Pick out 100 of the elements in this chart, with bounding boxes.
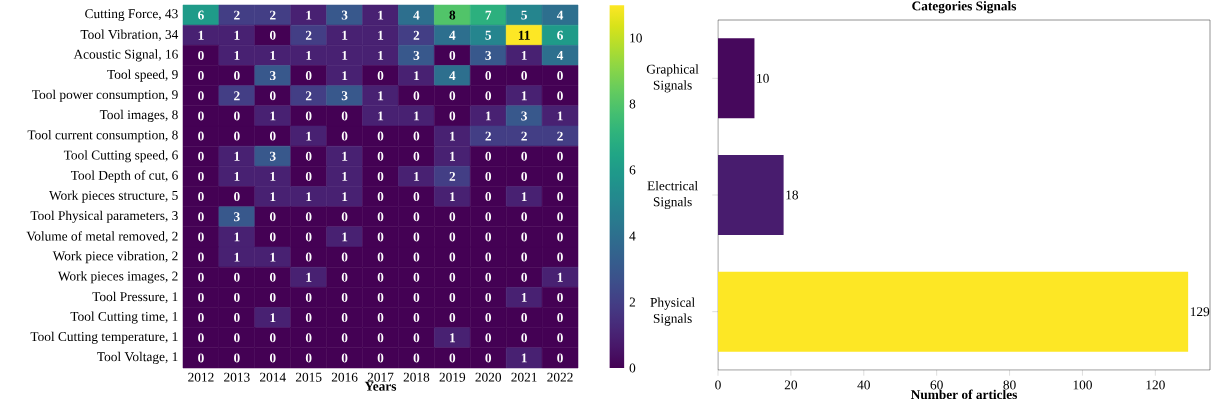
y-tick-label: Acoustic Signal, 16 (73, 49, 178, 62)
data-label: 0 (413, 91, 420, 101)
data-label: 0 (449, 111, 456, 121)
data-label: 3 (341, 91, 348, 101)
data-label: 0 (305, 232, 312, 242)
data-label: 1 (342, 71, 348, 80)
data-label: 0 (234, 131, 240, 141)
color-bar-label: 8 (629, 99, 636, 109)
data-label: 0 (269, 131, 276, 141)
y-tick-label: Graphical Signals (646, 64, 699, 93)
data-label: 129 (1190, 307, 1210, 317)
data-label: 0 (449, 353, 456, 363)
data-label: 1 (306, 272, 312, 282)
data-label: 1 (270, 51, 276, 60)
data-label: 0 (198, 111, 204, 121)
data-label: 0 (341, 212, 348, 222)
data-label: 0 (305, 333, 312, 343)
data-label: 0 (485, 192, 492, 202)
data-label: 0 (305, 111, 312, 121)
data-label: 0 (198, 272, 204, 282)
data-label: 1 (342, 192, 348, 201)
data-label: 1 (234, 232, 240, 242)
data-label: 3 (413, 50, 420, 60)
data-label: 3 (269, 151, 276, 161)
x-tick-label: 2018 (403, 372, 430, 382)
data-label: 0 (377, 333, 384, 343)
data-label: 0 (234, 111, 240, 121)
data-label: 0 (557, 192, 563, 202)
data-label: 0 (341, 313, 348, 323)
x-tick-label: 80 (1003, 380, 1016, 390)
data-label: 5 (521, 10, 527, 20)
data-label: 1 (306, 10, 312, 20)
data-label: 1 (234, 252, 240, 262)
data-label: 0 (377, 313, 384, 323)
data-label: 1 (342, 151, 348, 161)
color-bar-label: 10 (630, 33, 642, 43)
y-tick-label: Physical Signals (650, 297, 695, 326)
data-label: 0 (341, 111, 348, 121)
data-label: 0 (377, 292, 384, 302)
data-label: 3 (485, 50, 492, 60)
data-label: 4 (556, 10, 564, 20)
data-label: 0 (413, 252, 420, 262)
data-label: 0 (305, 252, 312, 262)
data-label: 0 (234, 353, 240, 363)
data-label: 0 (449, 232, 456, 242)
data-label: 0 (198, 131, 204, 141)
data-label: 1 (378, 10, 384, 20)
y-tick-label: Work pieces structure, 5 (49, 190, 178, 203)
data-label: 1 (378, 91, 384, 101)
data-label: 1 (270, 111, 276, 121)
data-label: 0 (198, 232, 204, 242)
x-axis-title: Years (364, 381, 397, 391)
y-tick-label: Volume of metal removed, 2 (26, 231, 178, 243)
y-tick-label: Tool Vibration, 34 (80, 29, 179, 41)
data-label: 0 (341, 252, 348, 262)
x-tick-label: 100 (1073, 380, 1092, 390)
x-tick-label: 40 (857, 380, 870, 390)
x-tick-label: 120 (1146, 380, 1165, 390)
data-label: 0 (269, 232, 276, 242)
y-tick-label: Tool Depth of cut, 6 (70, 170, 178, 183)
data-label: 0 (198, 171, 204, 181)
data-label: 0 (269, 333, 276, 343)
data-label: 0 (449, 292, 456, 302)
x-axis-title: Number of articles (910, 389, 1018, 400)
data-label: 1 (342, 30, 348, 40)
y-tick-label: Electrical Signals (647, 180, 698, 210)
data-label: 3 (341, 10, 348, 20)
color-bar-label: 0 (629, 363, 636, 373)
data-label: 0 (413, 212, 420, 222)
data-label: 0 (557, 171, 563, 181)
data-label: 4 (413, 10, 420, 20)
y-tick-label: Tool Cutting temperature, 1 (30, 331, 178, 344)
data-label: 0 (198, 333, 204, 343)
data-label: 0 (449, 272, 456, 282)
data-label: 0 (485, 272, 492, 282)
data-label: 0 (198, 353, 204, 363)
data-label: 0 (521, 272, 527, 282)
data-label: 0 (198, 192, 204, 202)
data-label: 11 (518, 30, 530, 40)
data-label: 0 (485, 91, 492, 101)
data-label: 0 (521, 252, 527, 262)
data-label: 0 (377, 212, 384, 222)
data-label: 7 (485, 10, 492, 20)
data-label: 0 (305, 313, 312, 323)
y-tick-label: Work pieces images, 2 (57, 271, 178, 284)
data-label: 0 (341, 131, 348, 141)
data-label: 4 (449, 71, 456, 80)
data-label: 0 (198, 151, 204, 161)
data-label: 0 (198, 71, 204, 81)
x-tick-label: 2014 (260, 372, 286, 382)
data-label: 0 (198, 91, 204, 101)
x-tick-label: 0 (715, 380, 721, 390)
data-label: 0 (557, 353, 563, 363)
data-label: 0 (269, 91, 276, 101)
data-label: 0 (305, 292, 312, 302)
data-label: 1 (450, 192, 455, 201)
data-label: 2 (270, 10, 276, 20)
x-tick-label: 2019 (439, 372, 466, 382)
data-label: 0 (449, 91, 456, 101)
data-label: 0 (234, 71, 240, 81)
